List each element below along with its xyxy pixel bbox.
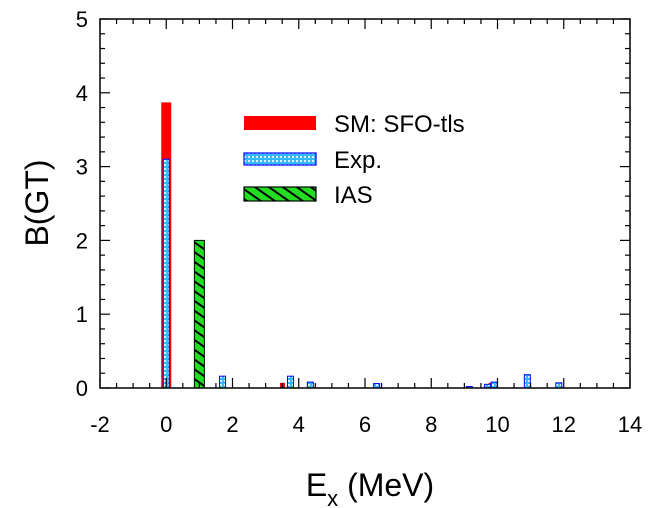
x-tick-label: 14 <box>618 412 642 437</box>
bar-exp--8 <box>523 374 531 389</box>
legend-swatch-sm-sfo-tls <box>244 116 316 130</box>
bar-exp--1 <box>219 375 227 389</box>
legend-swatch-ias <box>243 186 317 202</box>
legend-label: Exp. <box>334 147 382 174</box>
y-tick-label: 4 <box>76 81 88 106</box>
legend-label: SM: SFO-tls <box>334 111 465 138</box>
legend-label: IAS <box>334 182 373 209</box>
x-tick-label: 4 <box>293 412 305 437</box>
bar-exp--2 <box>286 375 294 389</box>
bar-exp--0 <box>162 158 170 389</box>
x-tick-label: 10 <box>485 412 509 437</box>
bar-ias-0 <box>193 239 205 389</box>
legend-swatch-exp- <box>243 152 317 166</box>
x-tick-label: 0 <box>160 412 172 437</box>
bars-layer <box>161 102 563 389</box>
y-tick-label: 5 <box>76 7 88 32</box>
bar-exp--7 <box>490 381 498 389</box>
y-tick-label: 0 <box>76 376 88 401</box>
ticks-layer <box>99 18 631 389</box>
x-tick-label: 12 <box>552 412 576 437</box>
bar-exp--3 <box>306 381 314 389</box>
y-tick-label: 2 <box>76 228 88 253</box>
x-axis-label: Ex (MeV) <box>306 467 434 508</box>
legend: SM: SFO-tls Exp. IAS <box>243 111 465 209</box>
x-tick-label: -2 <box>90 412 110 437</box>
x-axis-label-subscript: x <box>327 486 338 508</box>
bar-exp--9 <box>555 382 563 389</box>
x-tick-label: 6 <box>359 412 371 437</box>
x-tick-label: 8 <box>425 412 437 437</box>
y-tick-label: 3 <box>76 155 88 180</box>
y-tick-label: 1 <box>76 302 88 327</box>
x-tick-label: 2 <box>226 412 238 437</box>
y-axis-label: B(GT) <box>19 159 55 246</box>
